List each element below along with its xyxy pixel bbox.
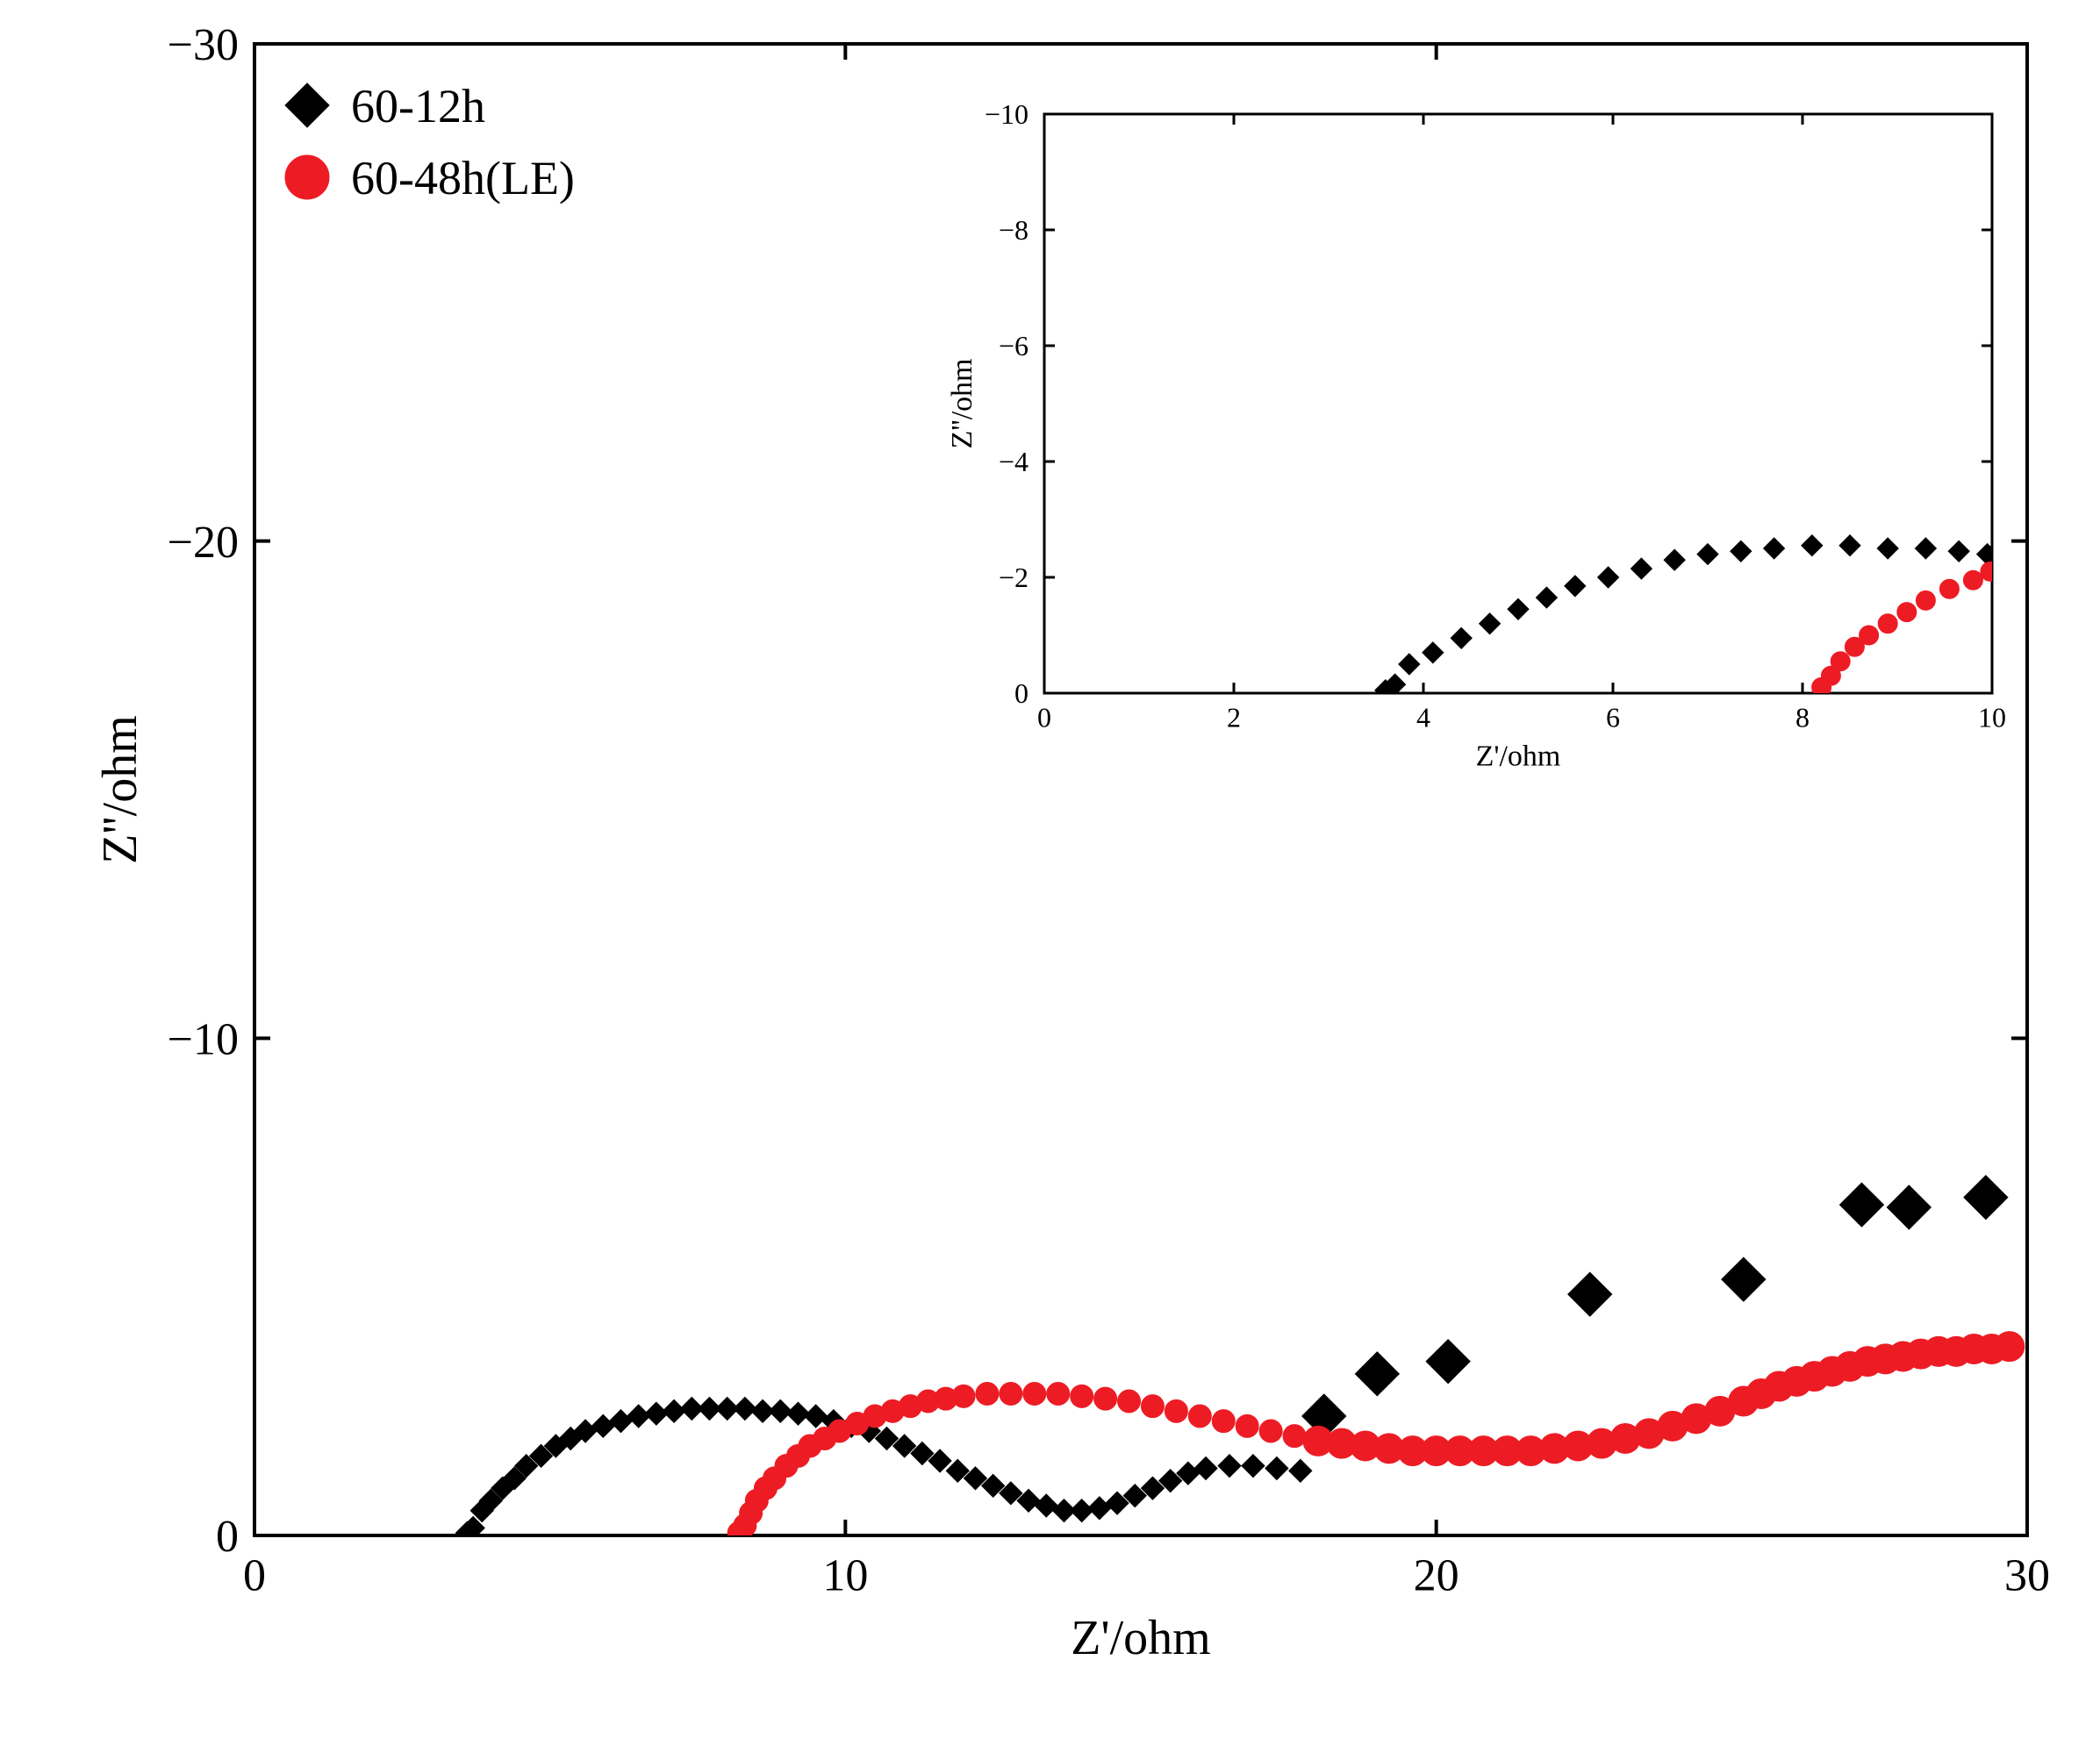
svg-text:0: 0	[1037, 701, 1051, 733]
svg-text:−30: −30	[168, 20, 239, 70]
svg-text:−10: −10	[985, 98, 1028, 130]
svg-text:Z''/ohm: Z''/ohm	[946, 359, 978, 449]
svg-text:4: 4	[1416, 701, 1430, 733]
svg-text:0: 0	[243, 1550, 266, 1600]
svg-text:Z'/ohm: Z'/ohm	[1071, 1611, 1210, 1665]
svg-text:20: 20	[1414, 1550, 1459, 1600]
svg-text:60-48h(LE): 60-48h(LE)	[351, 152, 575, 204]
svg-text:0: 0	[1014, 677, 1028, 709]
svg-text:−8: −8	[999, 214, 1028, 246]
svg-text:Z'/ohm: Z'/ohm	[1476, 741, 1561, 773]
svg-text:−4: −4	[999, 446, 1028, 477]
chart-svg: 0102030Z'/ohm0−10−20−30Z''/ohm60-12h60-4…	[0, 0, 2100, 1739]
svg-text:2: 2	[1227, 701, 1241, 733]
svg-text:−20: −20	[168, 518, 239, 568]
svg-text:−6: −6	[999, 330, 1028, 361]
svg-text:6: 6	[1606, 701, 1620, 733]
svg-text:10: 10	[1978, 701, 2006, 733]
svg-text:Z''/ohm: Z''/ohm	[93, 715, 147, 864]
chart-root: 0102030Z'/ohm0−10−20−30Z''/ohm60-12h60-4…	[0, 0, 2100, 1739]
svg-text:10: 10	[822, 1550, 868, 1600]
svg-text:30: 30	[2004, 1550, 2050, 1600]
svg-text:−10: −10	[168, 1015, 239, 1065]
svg-text:0: 0	[216, 1512, 239, 1562]
svg-text:60-12h: 60-12h	[351, 80, 485, 132]
svg-text:−2: −2	[999, 562, 1028, 593]
svg-text:8: 8	[1795, 701, 1810, 733]
